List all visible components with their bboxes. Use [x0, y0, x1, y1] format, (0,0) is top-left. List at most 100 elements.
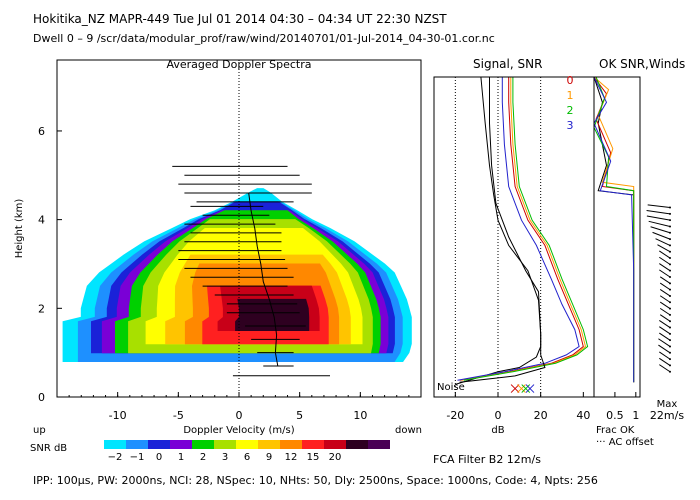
snr-x-tick-label: -20 — [446, 409, 464, 422]
wind-barb — [659, 269, 671, 278]
snr-series-2 — [463, 77, 589, 381]
wind-barb-head — [669, 269, 671, 272]
spectra-band-11 — [235, 298, 310, 331]
ok-series-blue — [593, 76, 635, 383]
wind-barb-head — [669, 244, 671, 247]
colorbar-swatch — [104, 440, 126, 449]
snr-x-tick-label: 0 — [495, 409, 502, 422]
wind-barb-head — [669, 276, 671, 278]
wind-barb-head — [669, 219, 671, 222]
wind-barb-head — [669, 238, 671, 241]
colorbar-swatch — [258, 440, 280, 449]
wind-barb — [659, 319, 671, 328]
wind-barb — [659, 326, 671, 335]
frac-ok-label: Frac OK — [596, 425, 635, 436]
noise-label: Noise — [437, 382, 465, 393]
wind-barb — [659, 295, 671, 303]
wind-barb-head — [669, 351, 671, 354]
y-axis-label: Height (km) — [14, 199, 25, 259]
colorbar-swatch — [368, 440, 390, 449]
ok-series-red — [593, 76, 635, 383]
snr-marker — [521, 384, 531, 393]
wind-barb-head — [669, 339, 671, 342]
ok-title: OK SNR,Winds — [599, 57, 685, 71]
wind-barb — [659, 351, 671, 360]
ok-x-tick-label: 0.5 — [606, 409, 624, 422]
colorbar-swatch — [280, 440, 302, 449]
ok-frame — [593, 76, 641, 398]
wind-barb-head — [669, 250, 671, 253]
wind-barb — [659, 282, 671, 291]
spectra-title: Averaged Doppler Spectra — [166, 58, 311, 71]
up-label: up — [33, 425, 46, 436]
wind-barb — [659, 314, 671, 322]
wind-barb-head — [669, 370, 671, 373]
wind-barb — [657, 244, 671, 253]
wind-barb-head — [669, 364, 671, 367]
wind-barb — [658, 344, 671, 354]
colorbar-tick-label: 15 — [307, 452, 320, 463]
wind-barb-head — [669, 307, 671, 310]
wind-barb-head — [669, 294, 671, 297]
x-tick-label: 0 — [236, 409, 243, 422]
colorbar-swatch — [214, 440, 236, 449]
colorbar-swatch — [126, 440, 148, 449]
snr-marker — [517, 384, 526, 393]
wind-barb-head — [669, 212, 671, 215]
colorbar-tick-label: −2 — [108, 452, 123, 463]
snr-series-0 — [459, 77, 584, 381]
footer-params: IPP: 100μs, PW: 2000ns, NCI: 28, NSpec: … — [33, 474, 598, 487]
snr-series-signal — [459, 76, 546, 383]
colorbar-tick-label: 12 — [285, 452, 298, 463]
header-line-2: Dwell 0 – 9 /scr/data/modular_prof/raw/w… — [33, 32, 495, 45]
snr-legend-2: 2 — [567, 104, 574, 117]
x-tick-label: -10 — [109, 409, 127, 422]
wind-barb — [659, 332, 671, 341]
down-label: down — [395, 425, 422, 436]
wind-barb-head — [669, 282, 671, 285]
wind-barb — [650, 226, 671, 234]
wind-barb-head — [669, 263, 671, 266]
wind-barb-head — [669, 301, 671, 304]
y-tick-label: 2 — [38, 302, 45, 315]
mean-velocity-line — [248, 192, 279, 367]
colorbar-tick-label: 1 — [178, 452, 184, 463]
colorbar-tick-label: 9 — [266, 452, 272, 463]
wind-barb — [655, 238, 671, 246]
snr-legend-0: 0 — [567, 74, 574, 87]
colorbar-swatch — [148, 440, 170, 449]
x-tick-label: 5 — [296, 409, 303, 422]
snr-legend-1: 1 — [567, 89, 574, 102]
colorbar-swatch — [302, 440, 324, 449]
colorbar-swatch — [346, 440, 368, 449]
wind-barb-head — [669, 320, 671, 323]
wind-barb — [659, 256, 671, 265]
header-line-1: Hokitika_NZ MAPR-449 Tue Jul 01 2014 04:… — [33, 12, 447, 26]
ac-offset-label: ··· AC offset — [596, 437, 654, 448]
x-tick-label: 10 — [353, 409, 367, 422]
ok-x-tick-label: 1 — [632, 409, 639, 422]
wind-barb — [659, 276, 671, 284]
wind-barb-head — [669, 313, 671, 316]
snr-x-label: dB — [491, 425, 504, 436]
wind-max-label: Max — [657, 399, 678, 410]
ok-series-black — [593, 76, 635, 383]
colorbar-label: SNR dB — [30, 443, 67, 454]
wind-barb — [659, 357, 671, 366]
colorbar-tick-label: 2 — [200, 452, 206, 463]
wind-barb — [659, 307, 671, 316]
colorbar-tick-label: 20 — [329, 452, 342, 463]
snr-series-3 — [457, 77, 580, 381]
colorbar-swatch — [236, 440, 258, 449]
colorbar-swatch — [170, 440, 192, 449]
snr-marker — [510, 384, 520, 393]
wind-barb-head — [669, 326, 671, 329]
wind-barb-head — [669, 257, 671, 260]
wind-barb-head — [669, 288, 671, 291]
wind-barb — [646, 210, 671, 215]
fca-filter-label: FCA Filter B2 12m/s — [433, 453, 541, 466]
snr-series-noise — [455, 77, 542, 385]
ok-series-green — [593, 76, 635, 383]
colorbar-swatch — [324, 440, 346, 449]
wind-barb-head — [669, 206, 671, 209]
